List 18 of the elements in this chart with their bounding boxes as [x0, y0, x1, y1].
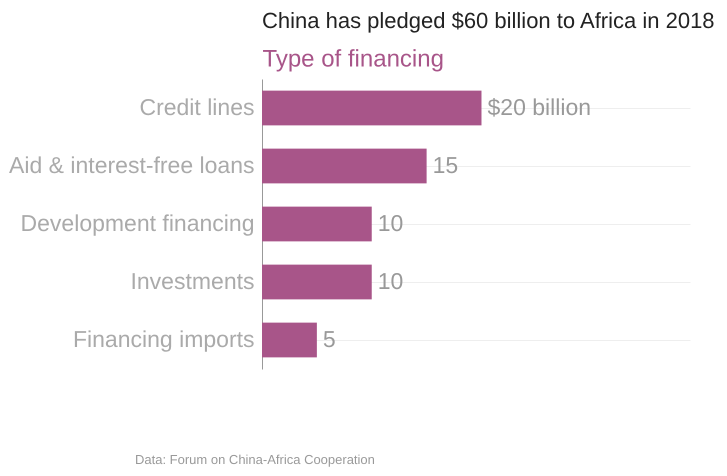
bar: [262, 148, 427, 184]
y-tick-label: Aid & interest-free loans: [9, 152, 254, 178]
data-label: 5: [322, 326, 336, 352]
bar: [262, 206, 372, 242]
bar: [262, 322, 317, 358]
bar: [262, 264, 372, 300]
data-label: 10: [378, 210, 404, 236]
text: Data: Forum on China-Africa Cooperation: [135, 452, 375, 467]
y-tick-label: Development financing: [20, 210, 254, 236]
data-label: 10: [378, 268, 404, 294]
x-axis-title: Type of financing: [262, 46, 444, 72]
y-tick-label: Investments: [130, 268, 254, 294]
y-tick-label: Financing imports: [72, 326, 254, 352]
data-label: $20 billion: [487, 94, 592, 120]
chart-title: China has pledged $60 billion to Africa in 2018: [262, 8, 715, 33]
y-tick-label: Credit lines: [139, 94, 254, 120]
bar: [262, 90, 482, 126]
data-label: 15: [432, 152, 458, 178]
